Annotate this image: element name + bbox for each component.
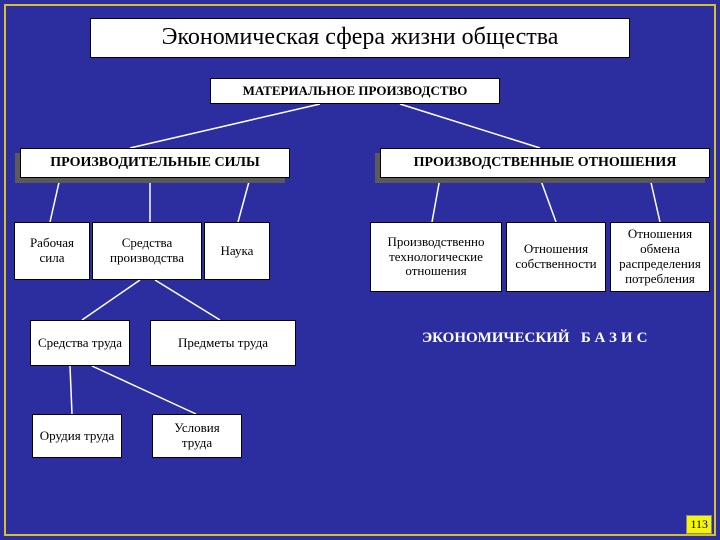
- root-box: МАТЕРИАЛЬНОЕ ПРОИЗВОДСТВО: [210, 78, 500, 104]
- node-label: Средства труда: [38, 336, 122, 351]
- node-label: Рабочая сила: [21, 236, 83, 266]
- node-label: Отношения обмена распределения потреблен…: [617, 227, 703, 287]
- node-sredstva-proizvodstva: Средства производства: [92, 222, 202, 280]
- right-branch-label: ПРОИЗВОДСТВЕННЫЕ ОТНОШЕНИЯ: [414, 155, 677, 171]
- page-number: 113: [686, 515, 712, 534]
- left-branch-box: ПРОИЗВОДИТЕЛЬНЫЕ СИЛЫ: [20, 148, 290, 178]
- page-number-text: 113: [690, 517, 708, 531]
- node-nauka: Наука: [204, 222, 270, 280]
- node-label: Производственно технологические отношени…: [377, 235, 495, 280]
- node-label: Орудия труда: [40, 429, 114, 444]
- node-label: Отношения собственности: [513, 242, 599, 272]
- node-usloviya-truda: Условия труда: [152, 414, 242, 458]
- node-otnosheniya-obmena: Отношения обмена распределения потреблен…: [610, 222, 710, 292]
- node-sredstva-truda: Средства труда: [30, 320, 130, 366]
- right-branch-box: ПРОИЗВОДСТВЕННЫЕ ОТНОШЕНИЯ: [380, 148, 710, 178]
- node-rabochaya-sila: Рабочая сила: [14, 222, 90, 280]
- basis-word: БАЗИС: [581, 330, 652, 346]
- root-text: МАТЕРИАЛЬНОЕ ПРОИЗВОДСТВО: [243, 84, 468, 99]
- node-label: Наука: [221, 244, 254, 259]
- node-label: Предметы труда: [178, 336, 268, 351]
- node-orudiya-truda: Орудия труда: [32, 414, 122, 458]
- node-predmety-truda: Предметы труда: [150, 320, 296, 366]
- left-branch-label: ПРОИЗВОДИТЕЛЬНЫЕ СИЛЫ: [50, 155, 259, 171]
- node-label: Средства производства: [99, 236, 195, 266]
- economic-basis-label: ЭКОНОМИЧЕСКИЙ БАЗИС: [422, 330, 651, 347]
- basis-prefix: ЭКОНОМИЧЕСКИЙ: [422, 330, 570, 346]
- node-proizv-tech-otnosheniya: Производственно технологические отношени…: [370, 222, 502, 292]
- node-otnosheniya-sobstvennosti: Отношения собственности: [506, 222, 606, 292]
- node-label: Условия труда: [159, 421, 235, 451]
- title-text: Экономическая сфера жизни общества: [162, 24, 559, 52]
- title-box: Экономическая сфера жизни общества: [90, 18, 630, 58]
